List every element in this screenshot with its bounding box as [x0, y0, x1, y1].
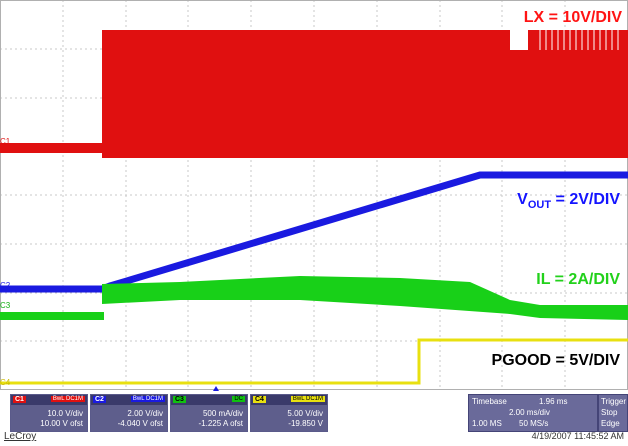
channel-1-box[interactable]: C1 BwL DC1M 10.0 V/div 10.00 V ofst — [10, 394, 88, 432]
channel-1-scale: 10.0 V/div — [47, 409, 83, 418]
lecroy-logo: LeCroy — [4, 431, 37, 442]
trigger-title: Trigger — [601, 397, 627, 406]
channel-2-offset: -4.040 V ofst — [117, 419, 163, 428]
pgood-label: PGOOD = 5V/DIV — [491, 352, 620, 369]
channel-1-flags: BwL DC1M — [50, 396, 85, 402]
trigger-box[interactable]: Trigger Stop Edge — [598, 394, 628, 432]
lx-trace-gap — [510, 30, 528, 50]
channel-2-box[interactable]: C2 BwL DC1M 2.00 V/div -4.040 V ofst — [90, 394, 168, 432]
pgood-trace — [0, 338, 628, 385]
channel-4-offset: -19.850 V — [288, 419, 323, 428]
lx-trace-switching — [102, 30, 628, 158]
timebase-title: Timebase — [472, 397, 507, 406]
trigger-type: Edge — [601, 419, 620, 428]
channel-3-box[interactable]: C3 DC 500 mA/div -1.225 A ofst — [170, 394, 248, 432]
waveform-plot — [0, 0, 628, 391]
channel-4-flags: BwL DC1M — [290, 396, 325, 402]
timebase-box[interactable]: Timebase 1.96 ms 2.00 ms/div 1.00 MS 50 … — [468, 394, 598, 432]
c3-marker[interactable]: C3 — [0, 301, 11, 310]
channel-2-scale: 2.00 V/div — [127, 409, 163, 418]
timestamp: 4/19/2007 11:45:52 AM — [531, 431, 624, 441]
channel-4-scale: 5.00 V/div — [287, 409, 323, 418]
channel-1-tag: C1 — [13, 396, 26, 403]
channel-4-box[interactable]: C4 BwL DC1M 5.00 V/div -19.850 V — [250, 394, 328, 432]
trigger-mode: Stop — [601, 408, 618, 417]
channel-3-tag: C3 — [173, 396, 186, 403]
timebase-per-div: 2.00 ms/div — [509, 408, 550, 417]
channel-3-scale: 500 mA/div — [202, 409, 243, 418]
channel-4-tag: C4 — [253, 396, 266, 403]
c2-marker[interactable]: C2 — [0, 281, 11, 290]
c4-marker[interactable]: C4 — [0, 378, 11, 387]
il-trace-ripple — [102, 276, 628, 320]
timebase-samples: 1.00 MS — [472, 419, 502, 428]
lx-trace-idle — [0, 143, 102, 153]
channel-2-tag: C2 — [93, 396, 106, 403]
il-trace-idle — [0, 312, 104, 320]
vout-label: VOUT = 2V/DIV — [517, 191, 620, 212]
channel-1-offset: 10.00 V ofst — [40, 419, 83, 428]
timebase-rate: 50 MS/s — [519, 419, 549, 428]
trigger-position-marker — [213, 386, 219, 391]
timebase-value: 1.96 ms — [539, 397, 568, 406]
channel-2-flags: BwL DC1M — [130, 396, 165, 402]
status-bar: C1 BwL DC1M 10.0 V/div 10.00 V ofst C2 BwL… — [0, 392, 628, 446]
c1-marker[interactable]: C1 — [0, 137, 11, 146]
il-label: IL = 2A/DIV — [536, 271, 620, 288]
lx-label: LX = 10V/DIV — [523, 9, 622, 26]
channel-3-flags: DC — [232, 396, 245, 402]
channel-3-offset: -1.225 A ofst — [198, 419, 243, 428]
